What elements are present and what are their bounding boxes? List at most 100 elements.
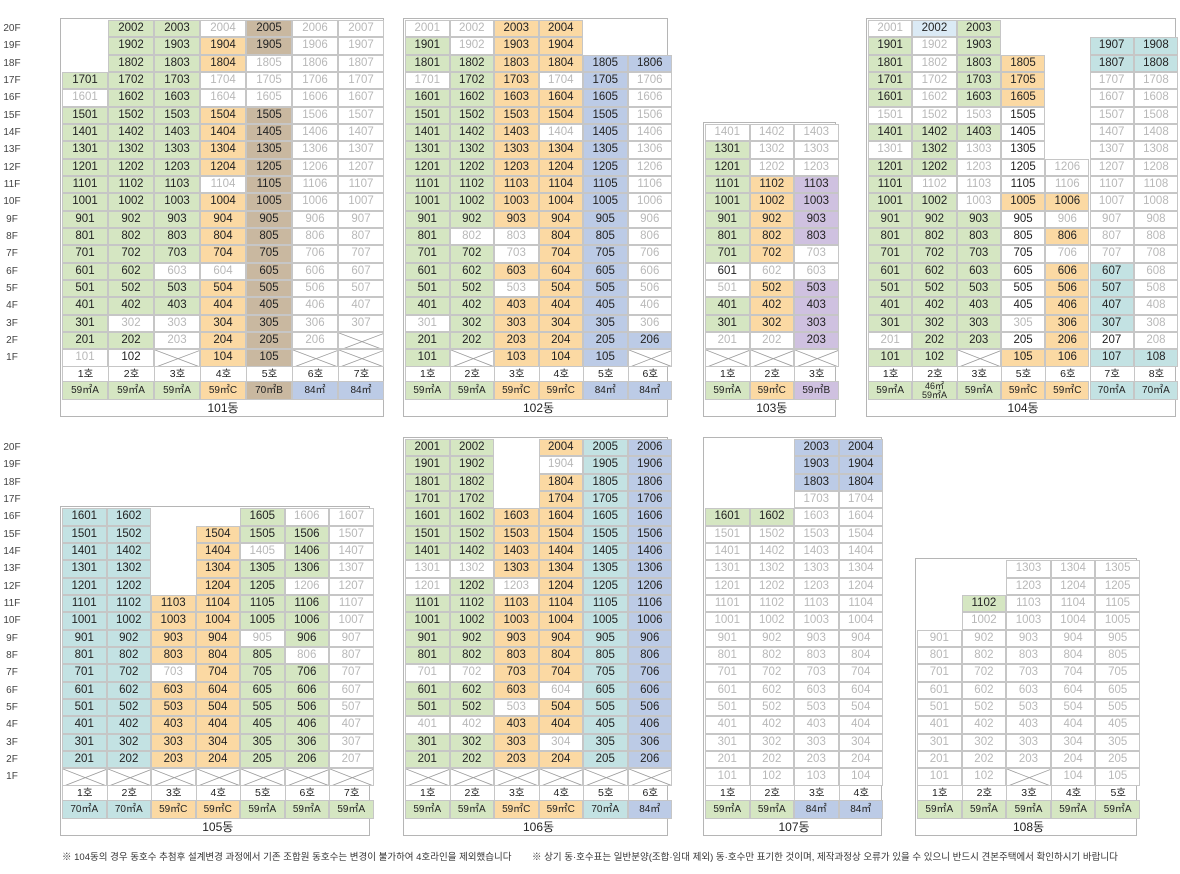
unit-cell[interactable]: 604 <box>1050 681 1096 699</box>
unit-cell[interactable]: 1803 <box>154 54 200 72</box>
unit-cell[interactable]: 605 <box>583 681 628 699</box>
unit-cell[interactable]: 1602 <box>912 89 957 107</box>
unit-cell[interactable]: 1506 <box>627 525 672 543</box>
unit-cell[interactable]: 1602 <box>449 508 494 526</box>
unit-cell[interactable]: 502 <box>106 698 151 717</box>
unit-cell[interactable]: 2003 <box>154 20 200 38</box>
unit-cell[interactable]: 1101 <box>705 594 750 613</box>
unit-cell[interactable]: 1906 <box>627 456 672 474</box>
unit-cell[interactable]: 1003 <box>794 193 839 211</box>
unit-cell[interactable]: 1401 <box>62 542 107 561</box>
unit-cell[interactable]: 1901 <box>405 456 450 474</box>
unit-cell[interactable]: 1603 <box>494 508 539 526</box>
unit-cell[interactable]: 504 <box>1050 698 1096 717</box>
unit-cell[interactable]: 401 <box>705 297 750 315</box>
unit-cell[interactable]: 1401 <box>705 123 750 142</box>
unit-cell[interactable]: 1104 <box>538 175 583 194</box>
unit-cell[interactable]: 904 <box>1050 629 1096 647</box>
unit-cell[interactable]: 704 <box>538 664 583 682</box>
unit-cell[interactable]: 1004 <box>538 612 583 630</box>
unit-cell[interactable]: 1103 <box>1006 594 1051 613</box>
unit-cell[interactable]: 1404 <box>200 123 246 142</box>
unit-cell[interactable]: 402 <box>912 297 957 315</box>
unit-cell[interactable]: 1201 <box>705 577 750 595</box>
unit-cell[interactable]: 1207 <box>329 577 374 595</box>
unit-cell[interactable]: 701 <box>62 245 108 263</box>
unit-cell[interactable]: 605 <box>1095 681 1140 699</box>
unit-cell[interactable]: 406 <box>627 716 672 734</box>
unit-cell[interactable]: 1203 <box>1006 577 1051 595</box>
unit-cell[interactable]: 1007 <box>338 193 384 211</box>
unit-cell[interactable]: 203 <box>494 750 539 769</box>
unit-cell[interactable]: 303 <box>151 733 196 751</box>
unit-cell[interactable]: 1801 <box>405 473 450 491</box>
unit-cell[interactable]: 1504 <box>538 525 583 543</box>
unit-cell[interactable]: 704 <box>838 664 883 682</box>
unit-cell[interactable]: 304 <box>200 314 246 332</box>
unit-cell[interactable]: 706 <box>627 245 672 263</box>
unit-cell[interactable]: 902 <box>961 629 1007 647</box>
unit-cell[interactable]: 1101 <box>62 175 108 194</box>
unit-cell[interactable]: 406 <box>1045 297 1090 315</box>
unit-cell[interactable]: 907 <box>329 629 374 647</box>
unit-cell[interactable]: 1202 <box>912 158 957 176</box>
unit-cell[interactable]: 301 <box>62 733 107 751</box>
unit-cell[interactable]: 1501 <box>705 525 750 543</box>
unit-cell[interactable]: 806 <box>284 646 329 665</box>
unit-cell[interactable]: 1302 <box>106 560 151 578</box>
unit-cell[interactable]: 302 <box>912 314 957 332</box>
unit-cell[interactable]: 703 <box>154 245 200 263</box>
unit-cell[interactable]: 1701 <box>405 71 450 90</box>
unit-cell[interactable]: 2003 <box>956 20 1001 38</box>
unit-cell[interactable]: 1404 <box>838 542 883 561</box>
unit-cell[interactable]: 803 <box>1006 646 1051 665</box>
unit-cell[interactable]: 307 <box>1089 314 1134 332</box>
unit-cell[interactable]: 407 <box>1089 297 1134 315</box>
unit-cell[interactable]: 205 <box>1000 331 1046 350</box>
unit-cell[interactable]: 1501 <box>62 106 108 124</box>
unit-cell[interactable]: 1006 <box>627 612 672 630</box>
unit-cell[interactable]: 802 <box>961 646 1007 665</box>
unit-cell[interactable]: 202 <box>449 750 494 769</box>
unit-cell[interactable]: 1601 <box>405 89 450 107</box>
unit-cell[interactable]: 1402 <box>912 123 957 142</box>
unit-cell[interactable]: 1003 <box>494 193 539 211</box>
unit-cell[interactable]: 1004 <box>200 193 246 211</box>
unit-cell[interactable]: 101 <box>705 768 750 786</box>
unit-cell[interactable]: 801 <box>62 227 108 246</box>
unit-cell[interactable]: 506 <box>627 279 672 298</box>
unit-cell[interactable]: 1202 <box>749 577 794 595</box>
unit-cell[interactable]: 1507 <box>338 106 384 124</box>
unit-cell[interactable]: 1204 <box>200 158 246 176</box>
unit-cell[interactable]: 1402 <box>108 123 154 142</box>
unit-cell[interactable]: 501 <box>705 698 750 717</box>
unit-cell[interactable]: 1903 <box>956 37 1001 55</box>
unit-cell[interactable]: 906 <box>284 629 329 647</box>
unit-cell[interactable]: 1201 <box>405 577 450 595</box>
unit-cell[interactable]: 905 <box>1095 629 1140 647</box>
unit-cell[interactable]: 1805 <box>583 473 628 491</box>
unit-cell[interactable]: 1803 <box>494 54 539 72</box>
unit-cell[interactable]: 1502 <box>449 525 494 543</box>
unit-cell[interactable]: 1104 <box>1050 594 1096 613</box>
unit-cell[interactable]: 603 <box>154 262 200 280</box>
unit-cell[interactable]: 704 <box>195 664 240 682</box>
unit-cell[interactable]: 1306 <box>627 141 672 159</box>
unit-cell[interactable]: 1701 <box>62 71 108 90</box>
unit-cell[interactable]: 501 <box>705 279 750 298</box>
unit-cell[interactable]: 806 <box>292 227 338 246</box>
unit-cell[interactable]: 801 <box>62 646 107 665</box>
unit-cell[interactable]: 1006 <box>292 193 338 211</box>
unit-cell[interactable]: 803 <box>154 227 200 246</box>
unit-cell[interactable]: 1608 <box>1133 89 1179 107</box>
unit-cell[interactable]: 304 <box>195 733 240 751</box>
unit-cell[interactable]: 904 <box>838 629 883 647</box>
unit-cell[interactable]: 503 <box>151 698 196 717</box>
unit-cell[interactable]: 401 <box>917 716 962 734</box>
unit-cell[interactable]: 402 <box>449 297 494 315</box>
unit-cell[interactable]: 902 <box>449 629 494 647</box>
unit-cell[interactable]: 405 <box>583 297 628 315</box>
unit-cell[interactable]: 1304 <box>1050 560 1096 578</box>
unit-cell[interactable]: 503 <box>794 698 839 717</box>
unit-cell[interactable]: 503 <box>794 279 839 298</box>
